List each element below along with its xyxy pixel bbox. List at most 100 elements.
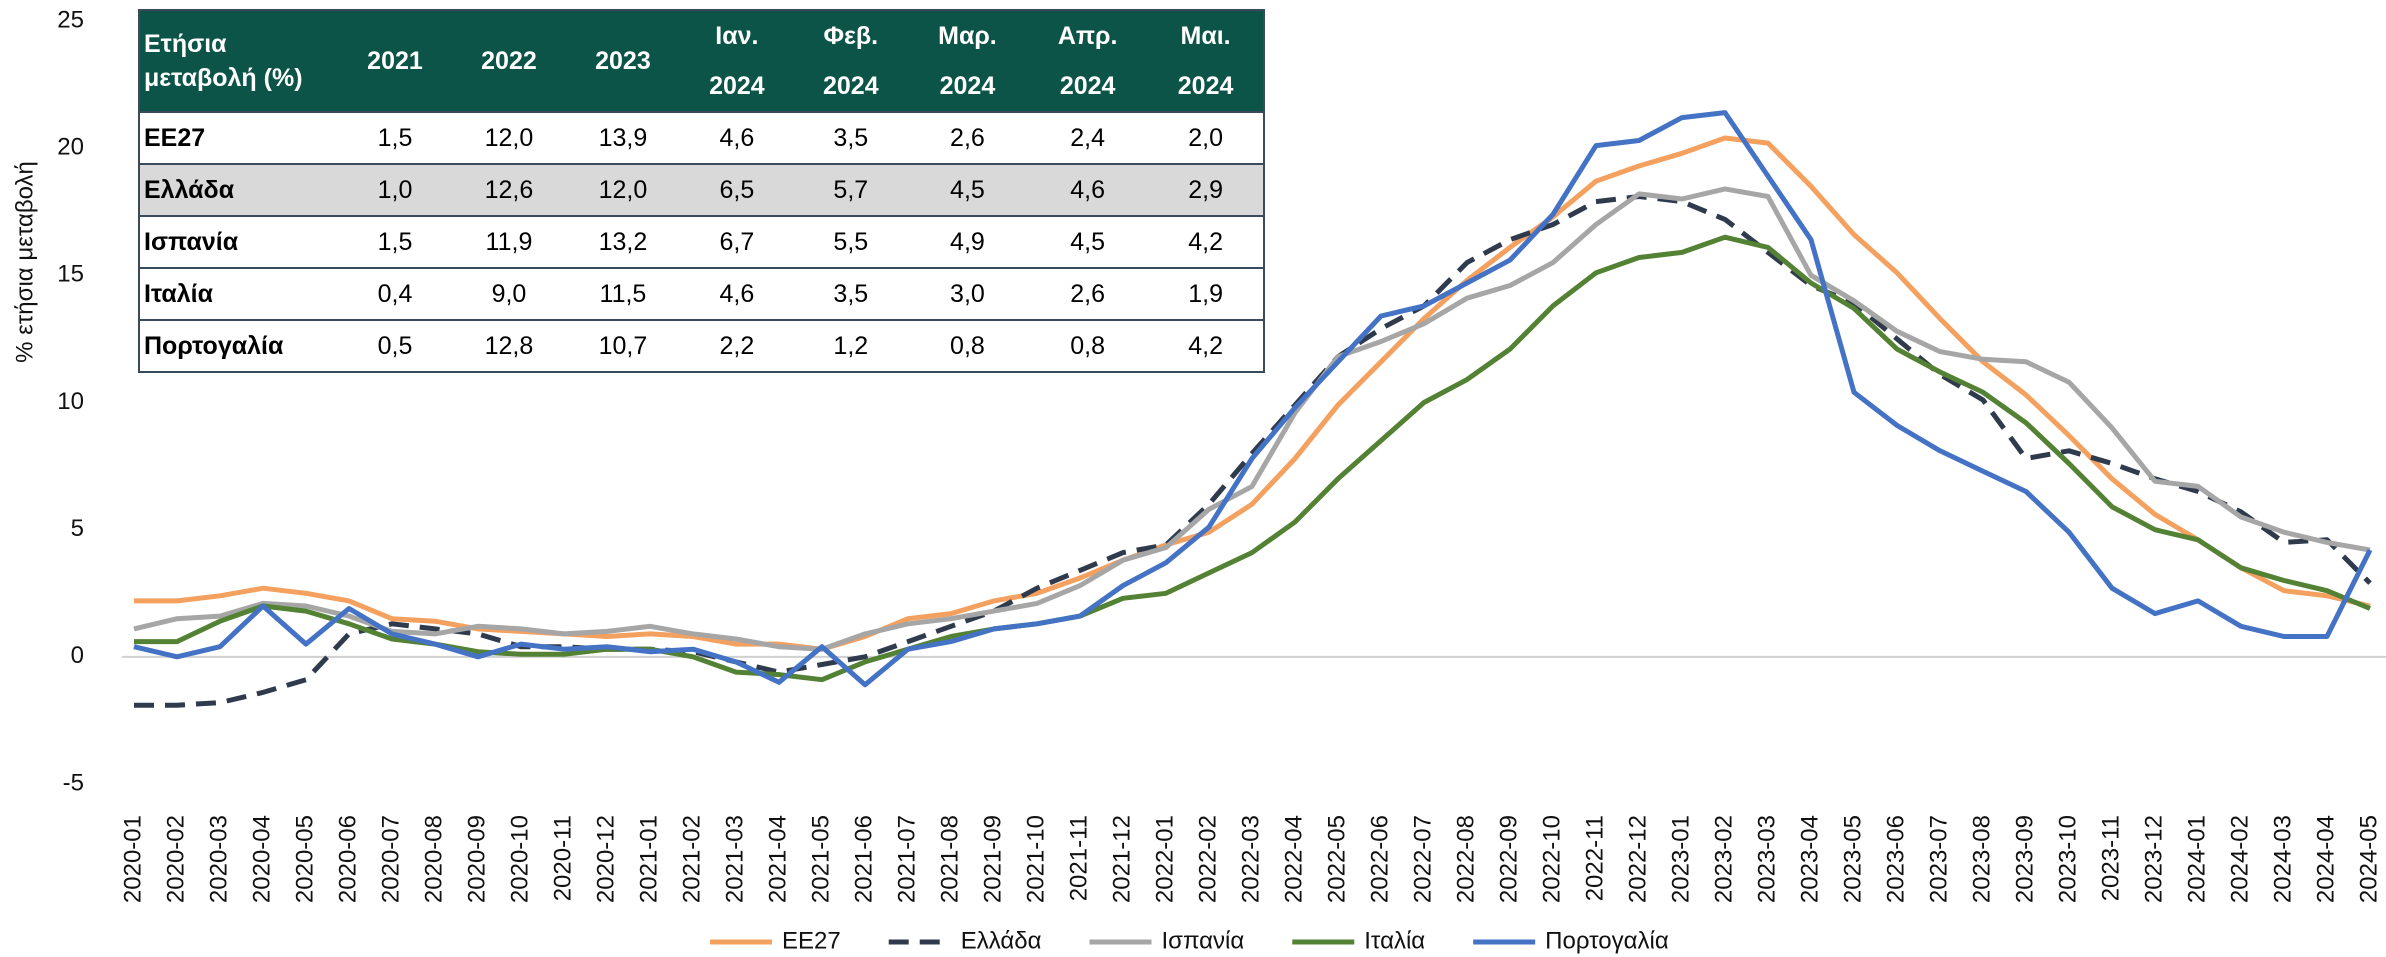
- x-tick-label: 2024-04: [2312, 815, 2339, 903]
- header-cell: 2021: [338, 10, 452, 112]
- table-cell: 4,6: [679, 267, 794, 320]
- table-cell: 12,0: [451, 111, 566, 164]
- x-tick-label: 2021-06: [850, 815, 877, 903]
- x-tick-label: 2021-09: [979, 815, 1006, 903]
- table-row: Ελλάδα 1,0 12,6 12,0 6,5 5,7 4,5 4,6 2,9: [139, 163, 1264, 216]
- x-tick-label: 2020-03: [205, 815, 232, 903]
- table-cell: 4,5: [907, 163, 1028, 216]
- table-cell: 11,5: [565, 267, 680, 320]
- y-tick-label: 10: [57, 388, 84, 415]
- x-tick-label: 2020-10: [506, 815, 533, 903]
- x-tick-label: 2022-09: [1495, 815, 1522, 903]
- legend-label: Ιταλία: [1364, 927, 1425, 954]
- y-tick-label: 5: [71, 515, 84, 542]
- table-cell: 1,5: [338, 111, 452, 164]
- x-tick-label: 2024-03: [2269, 815, 2296, 903]
- x-tick-label: 2020-01: [119, 815, 146, 903]
- x-tick-label: 2020-12: [592, 815, 619, 903]
- table-cell: 4,6: [679, 111, 794, 164]
- table-cell: 2,2: [679, 319, 794, 372]
- table-cell: 13,9: [565, 111, 680, 164]
- x-tick-label: 2022-05: [1323, 815, 1350, 903]
- x-tick-label: 2021-03: [721, 815, 748, 903]
- y-tick-label: 0: [71, 642, 84, 669]
- header-cell: Ετήσια μεταβολή (%): [139, 10, 338, 112]
- header-text: Ιαν. 2024: [709, 22, 765, 100]
- table-cell: 2,9: [1148, 163, 1264, 216]
- legend-label: Ελλάδα: [961, 927, 1042, 954]
- table-cell: 1,2: [793, 319, 908, 372]
- table-cell: 9,0: [451, 267, 566, 320]
- x-tick-label: 2024-01: [2183, 815, 2210, 903]
- x-tick-label: 2023-08: [1968, 815, 1995, 903]
- table-cell: 4,5: [1027, 215, 1149, 268]
- table-cell: 2,0: [1148, 111, 1264, 164]
- x-tick-label: 2021-08: [936, 815, 963, 903]
- table-cell: 0,8: [907, 319, 1028, 372]
- x-tick-label: 2022-03: [1237, 815, 1264, 903]
- header-cell: 2022: [451, 10, 566, 112]
- table-body: ΕΕ27 1,5 12,0 13,9 4,6 3,5 2,6 2,4 2,0 Ελλάδα 1,0 1…: [139, 111, 1264, 372]
- x-tick-label: 2021-05: [807, 815, 834, 903]
- table-row: ΕΕ27 1,5 12,0 13,9 4,6 3,5 2,6 2,4 2,0: [139, 111, 1264, 164]
- table-cell: 2,4: [1027, 111, 1149, 164]
- table-cell: 5,7: [793, 163, 908, 216]
- header-text: Φεβ. 2024: [823, 22, 879, 100]
- y-tick-label: 15: [57, 261, 84, 288]
- row-label: Ελλάδα: [139, 163, 338, 216]
- x-tick-label: 2020-06: [334, 815, 361, 903]
- y-tick-label: -5: [63, 769, 84, 796]
- x-tick-label: 2022-11: [1581, 815, 1608, 901]
- header-text: Απρ. 2024: [1057, 22, 1118, 100]
- table-cell: 12,6: [451, 163, 566, 216]
- summary-table: Ετήσια μεταβολή (%) 2021 2022 2023 Ιαν. 2024…: [138, 9, 1265, 373]
- x-tick-label: 2023-04: [1796, 815, 1823, 903]
- series-line: [133, 110, 2373, 688]
- header-cell: Απρ. 2024: [1027, 10, 1149, 112]
- table-cell: 3,5: [793, 267, 908, 320]
- x-tick-label: 2021-04: [764, 815, 791, 903]
- table-cell: 5,5: [793, 215, 908, 268]
- x-tick-label: 2022-02: [1194, 815, 1221, 903]
- header-text: 2023: [595, 47, 651, 75]
- y-axis-title: % ετήσια μεταβολή: [11, 161, 38, 363]
- x-tick-label: 2024-05: [2355, 815, 2382, 903]
- series-line: [134, 135, 2371, 652]
- table-cell: 12,8: [451, 319, 566, 372]
- x-tick-label: 2020-07: [377, 815, 404, 903]
- row-label: ΕΕ27: [139, 111, 338, 164]
- table-header: Ετήσια μεταβολή (%) 2021 2022 2023 Ιαν. 2024…: [139, 10, 1264, 112]
- x-tick-label: 2021-01: [635, 815, 662, 903]
- header-cell: Μαι. 2024: [1148, 10, 1264, 112]
- x-tick-label: 2020-05: [291, 815, 318, 903]
- x-tick-label: 2022-10: [1538, 815, 1565, 903]
- x-tick-label: 2020-04: [248, 815, 275, 903]
- table-cell: 1,5: [338, 215, 452, 268]
- header-cell: Μαρ. 2024: [907, 10, 1028, 112]
- y-tick-label: 20: [57, 134, 84, 161]
- table-cell: 4,9: [907, 215, 1028, 268]
- legend-label: ΕΕ27: [782, 927, 841, 954]
- header-cell: 2023: [565, 10, 680, 112]
- table-cell: 0,5: [338, 319, 452, 372]
- table-cell: 6,7: [679, 215, 794, 268]
- table-row: Ιταλία 0,4 9,0 11,5 4,6 3,5 3,0 2,6 1,9: [139, 267, 1264, 320]
- table-cell: 4,6: [1027, 163, 1149, 216]
- table-cell: 2,6: [907, 111, 1028, 164]
- table-cell: 4,2: [1148, 319, 1264, 372]
- series-line: [134, 194, 2372, 708]
- x-tick-label: 2023-12: [2140, 815, 2167, 903]
- x-tick-label: 2023-06: [1882, 815, 1909, 903]
- header-text: 2021: [367, 47, 423, 75]
- table-cell: 3,0: [907, 267, 1028, 320]
- x-tick-label: 2020-11: [549, 815, 576, 901]
- x-tick-label: 2021-07: [893, 815, 920, 903]
- x-tick-label: 2023-02: [1710, 815, 1737, 903]
- x-tick-label: 2022-06: [1366, 815, 1393, 903]
- series-line: [133, 186, 2371, 652]
- x-tick-label: 2021-10: [1022, 815, 1049, 903]
- table-row: Πορτογαλία 0,5 12,8 10,7 2,2 1,2 0,8 0,8 4,2: [139, 319, 1264, 372]
- x-tick-label: 2022-04: [1280, 815, 1307, 903]
- header-text: Μαρ. 2024: [938, 22, 997, 100]
- x-tick-label: 2023-01: [1667, 815, 1694, 903]
